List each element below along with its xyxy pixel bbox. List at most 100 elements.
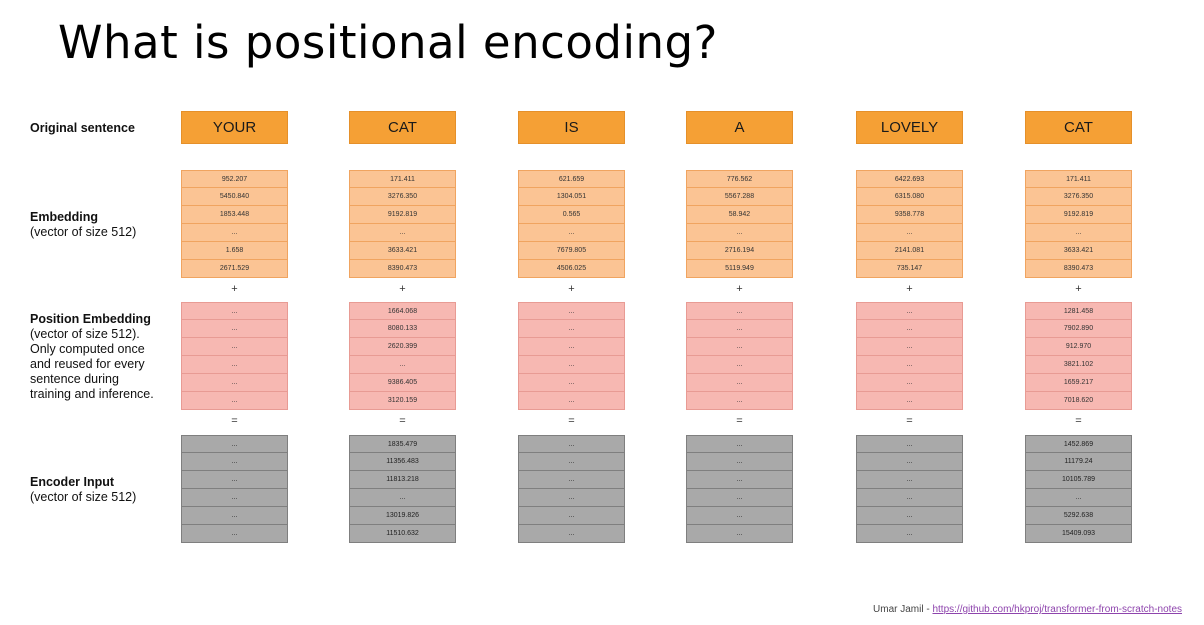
encoder-value: 5292.638 [1025, 507, 1132, 525]
position-value: 912.970 [1025, 338, 1132, 356]
embedding-value: 5119.949 [686, 260, 793, 278]
footer-author: Umar Jamil - [873, 604, 933, 615]
encoder-value: ... [518, 453, 625, 471]
equals-operator: = [906, 415, 913, 427]
label-position-title: Position Embedding [30, 312, 151, 326]
label-encoder-input: Encoder Input (vector of size 512) [30, 475, 136, 505]
position-value: ... [349, 356, 456, 374]
equals-operator: = [736, 415, 743, 427]
position-vector: 1664.068 8080.133 2620.399... 9386.405 3120.… [349, 302, 456, 410]
embedding-value: 8390.473 [1025, 260, 1132, 278]
embedding-value: 0.565 [518, 206, 625, 224]
position-value: ... [181, 392, 288, 410]
label-original-text: Original sentence [30, 121, 135, 135]
embedding-value: 9192.819 [1025, 206, 1132, 224]
plus-operator: + [568, 283, 575, 295]
label-position-line-4: sentence during [30, 372, 119, 386]
position-value: ... [518, 392, 625, 410]
label-position-line-3: and reused for every [30, 357, 145, 371]
position-value: ... [518, 302, 625, 320]
position-value: ... [856, 302, 963, 320]
position-value: 7018.620 [1025, 392, 1132, 410]
embedding-value: 7679.805 [518, 242, 625, 260]
embedding-value: 171.411 [349, 170, 456, 188]
position-value: ... [518, 320, 625, 338]
label-position-embedding: Position Embedding (vector of size 512).… [30, 312, 154, 402]
encoder-value: ... [856, 435, 963, 453]
position-value: 3821.102 [1025, 356, 1132, 374]
position-value: ... [686, 320, 793, 338]
embedding-value: 1853.448 [181, 206, 288, 224]
encoder-vector: 1835.479 11356.483 11813.218... 13019.826 11… [349, 435, 456, 543]
embedding-value: 58.942 [686, 206, 793, 224]
embedding-value: 952.207 [181, 170, 288, 188]
embedding-vector: 171.411 3276.350 9192.819... 3633.421 8390.4… [349, 170, 456, 278]
label-original-sentence: Original sentence [30, 121, 135, 136]
position-value: 7902.890 [1025, 320, 1132, 338]
label-embedding: Embedding (vector of size 512) [30, 210, 136, 240]
encoder-value: ... [856, 453, 963, 471]
embedding-value: 2671.529 [181, 260, 288, 278]
encoder-value: ... [518, 435, 625, 453]
embedding-value: 3633.421 [349, 242, 456, 260]
position-value: 8080.133 [349, 320, 456, 338]
embedding-value: ... [856, 224, 963, 242]
encoder-value: ... [686, 525, 793, 543]
encoder-value: ... [518, 525, 625, 543]
embedding-value: 171.411 [1025, 170, 1132, 188]
encoder-value: ... [181, 471, 288, 489]
encoder-value: 13019.826 [349, 507, 456, 525]
label-embedding-title: Embedding [30, 210, 99, 224]
embedding-vector: 952.207 5450.840 1853.448... 1.658 2671.529 [181, 170, 288, 278]
embedding-vector: 171.411 3276.350 9192.819... 3633.421 8390.4… [1025, 170, 1132, 278]
encoder-value: ... [856, 489, 963, 507]
encoder-value: ... [686, 453, 793, 471]
encoder-value: 11510.632 [349, 525, 456, 543]
position-value: ... [181, 338, 288, 356]
equals-operator: = [1075, 415, 1082, 427]
plus-operator: + [231, 283, 238, 295]
encoder-value: ... [856, 471, 963, 489]
position-value: ... [686, 302, 793, 320]
footer-link[interactable]: https://github.com/hkproj/transformer-fr… [932, 604, 1182, 615]
plus-operator: + [399, 283, 406, 295]
position-value: ... [518, 374, 625, 392]
embedding-value: 3276.350 [349, 188, 456, 206]
equals-operator: = [399, 415, 406, 427]
encoder-value: ... [856, 525, 963, 543]
embedding-vector: 776.562 5567.288 58.942... 2716.194 5119.949 [686, 170, 793, 278]
word-token: YOUR [181, 111, 288, 144]
position-value: ... [856, 392, 963, 410]
encoder-value: 1452.869 [1025, 435, 1132, 453]
footer-credit: Umar Jamil - https://github.com/hkproj/t… [873, 604, 1182, 615]
embedding-value: ... [518, 224, 625, 242]
embedding-value: 3633.421 [1025, 242, 1132, 260]
position-vector: .................. [686, 302, 793, 410]
embedding-value: 1.658 [181, 242, 288, 260]
encoder-value: ... [181, 453, 288, 471]
encoder-vector: .................. [686, 435, 793, 543]
encoder-value: 10105.789 [1025, 471, 1132, 489]
encoder-value: 11813.218 [349, 471, 456, 489]
embedding-value: 735.147 [856, 260, 963, 278]
encoder-value: ... [686, 471, 793, 489]
label-position-line-1: (vector of size 512). [30, 327, 140, 341]
position-vector: .................. [181, 302, 288, 410]
encoder-value: ... [1025, 489, 1132, 507]
embedding-value: 6422.693 [856, 170, 963, 188]
embedding-value: 5567.288 [686, 188, 793, 206]
encoder-value: ... [181, 525, 288, 543]
encoder-value: ... [181, 507, 288, 525]
plus-operator: + [1075, 283, 1082, 295]
position-value: ... [686, 392, 793, 410]
position-value: 1659.217 [1025, 374, 1132, 392]
plus-operator: + [736, 283, 743, 295]
encoder-value: ... [856, 507, 963, 525]
embedding-value: 5450.840 [181, 188, 288, 206]
position-value: 9386.405 [349, 374, 456, 392]
embedding-value: ... [349, 224, 456, 242]
position-value: ... [518, 338, 625, 356]
encoder-value: ... [349, 489, 456, 507]
encoder-value: 11356.483 [349, 453, 456, 471]
embedding-value: 9192.819 [349, 206, 456, 224]
